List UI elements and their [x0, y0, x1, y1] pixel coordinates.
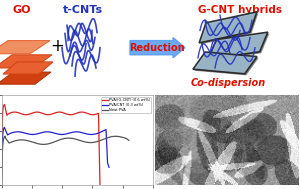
Text: G-CNT hybrids: G-CNT hybrids — [198, 5, 282, 15]
Polygon shape — [0, 55, 52, 68]
Text: Co-dispersion: Co-dispersion — [190, 78, 266, 88]
Text: +: + — [50, 37, 64, 55]
Polygon shape — [193, 52, 257, 74]
Polygon shape — [194, 53, 259, 75]
Polygon shape — [0, 72, 51, 84]
FancyArrow shape — [130, 38, 185, 58]
Text: t-CNTs: t-CNTs — [63, 5, 103, 15]
Polygon shape — [0, 41, 50, 54]
Polygon shape — [199, 12, 257, 43]
Text: GO: GO — [13, 5, 31, 15]
Polygon shape — [3, 62, 53, 74]
Polygon shape — [208, 32, 268, 59]
Polygon shape — [210, 34, 269, 61]
Legend: PVA/(G-CNT) (0.6 wt%), PVA/CNT (0.3 wt%), Neat PVA: PVA/(G-CNT) (0.6 wt%), PVA/CNT (0.3 wt%)… — [101, 97, 151, 113]
Polygon shape — [201, 13, 258, 44]
Text: Reduction: Reduction — [129, 43, 185, 53]
